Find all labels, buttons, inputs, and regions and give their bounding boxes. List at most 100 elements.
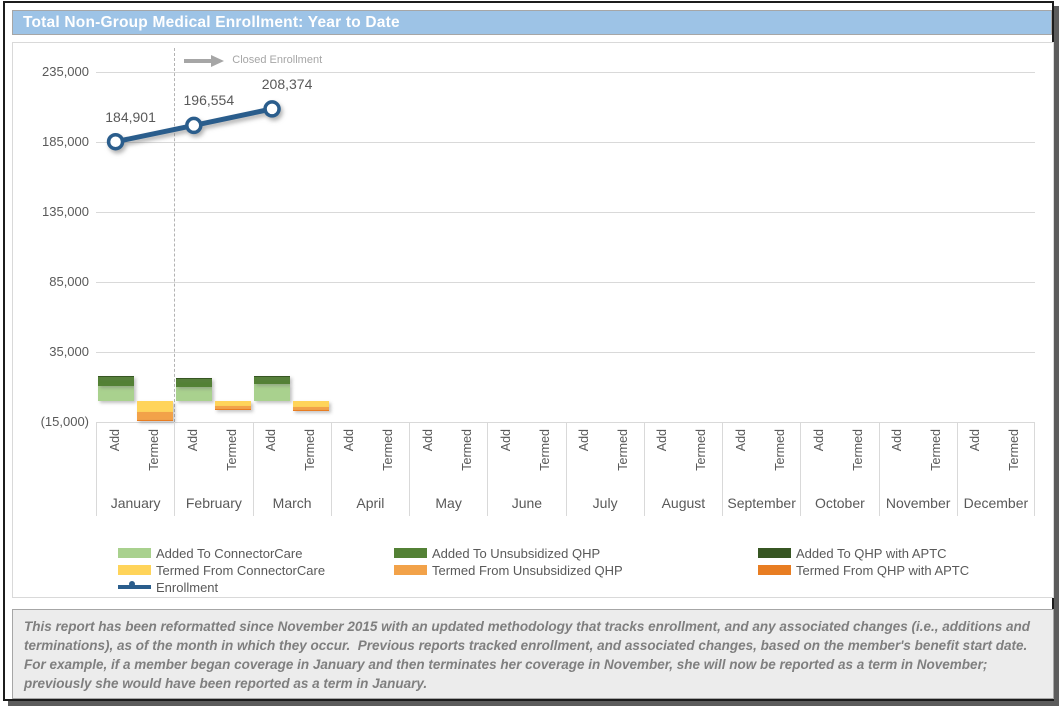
month-label: April [356,494,385,511]
month-label: August [661,494,706,511]
legend-swatch [758,565,791,575]
legend-marker-icon [129,581,135,587]
month-label: November [885,494,951,511]
gridline [96,71,1035,73]
termed-axis-label: Termed [1007,428,1022,471]
legend-label: Added To Unsubsidized QHP [432,545,601,561]
enrollment-marker [263,100,281,118]
legend-label: Added To ConnectorCare [156,545,303,561]
legend-swatch [118,565,151,575]
bar-segment [97,375,134,377]
legend-label: Enrollment [156,579,219,595]
add-axis-label: Add [107,428,122,451]
month-cell: Add Termed May [409,421,487,516]
month-label: October [814,494,865,511]
bar-segment [254,383,291,401]
enrollment-data-label: 196,554 [183,92,235,109]
month-cell: Add Termed November [878,421,957,516]
enrollment-line [96,48,1035,422]
termed-axis-label: Termed [616,428,631,471]
termed-axis-label: Termed [146,428,161,471]
y-tick-label: (15,000) [40,413,89,429]
enrollment-data-label: 208,374 [261,75,313,92]
add-axis-label: Add [811,428,826,451]
add-axis-label: Add [577,428,592,451]
legend-label: Added To QHP with APTC [796,545,947,561]
bar-segment [175,378,212,387]
termed-axis-label: Termed [537,428,552,471]
legend-entry: Termed From ConnectorCare [118,562,326,578]
month-cell: Add Termed February [174,421,252,516]
add-axis-label: Add [733,428,748,451]
legend-swatch [118,548,151,558]
bar-segment [136,400,173,412]
bar-segment [175,386,212,401]
bar-segment [97,376,134,387]
termed-axis-label: Termed [850,428,865,471]
legend-label: Termed From Unsubsidized QHP [432,562,623,578]
month-label: September [727,494,796,511]
month-cell: Add Termed March [252,421,331,516]
month-label: February [185,494,242,511]
add-axis-label: Add [655,428,670,451]
month-cell: Add Termed January [96,421,174,516]
legend-entry: Added To Unsubsidized QHP [394,545,601,561]
termed-axis-label: Termed [772,428,787,471]
month-label: May [435,494,462,511]
month-cell: Add Termed December [956,421,1035,516]
gridline [96,351,1035,353]
report-title: Total Non-Group Medical Enrollment: Year… [12,10,1052,35]
month-cell: Add Termed June [487,421,565,516]
bar-segment [214,406,251,410]
month-label: January [110,494,161,511]
termed-axis-label: Termed [459,428,474,471]
report-sheet: Total Non-Group Medical Enrollment: Year… [3,1,1054,701]
month-label: March [272,494,312,511]
closed-enrollment-line [174,48,176,422]
bar-segment [214,400,251,407]
add-axis-label: Add [498,428,513,451]
bar-segment [175,378,212,379]
gridline [96,281,1035,283]
y-tick-label: 185,000 [42,133,89,149]
add-axis-label: Add [342,428,357,451]
month-cell: Add Termed July [565,421,644,516]
bar-segment [293,400,330,408]
add-axis-label: Add [420,428,435,451]
y-tick-label: 85,000 [49,273,89,289]
month-cell: Add Termed September [722,421,800,516]
legend-label: Termed From ConnectorCare [156,562,326,578]
add-axis-label: Add [185,428,200,451]
legend-entry: Termed From Unsubsidized QHP [394,562,623,578]
closed-enrollment-arrow-icon [184,54,225,67]
bar-segment [254,375,291,378]
bar-segment [254,377,291,384]
month-label: June [511,494,543,511]
methodology-note: This report has been reformatted since N… [12,609,1054,699]
bar-segment [97,386,134,401]
bar-segment [293,407,330,411]
legend-entry: Termed From QHP with APTC [758,562,970,578]
y-tick-label: 135,000 [42,203,89,219]
month-cell: Add Termed April [330,421,409,516]
add-axis-label: Add [968,428,983,451]
enrollment-marker [106,132,125,151]
legend-entry: Added To QHP with APTC [758,545,947,561]
legend-swatch [394,548,427,558]
gridline [96,141,1035,143]
add-axis-label: Add [264,428,279,451]
legend-label: Termed From QHP with APTC [796,562,970,578]
month-label: July [592,494,618,511]
termed-axis-label: Termed [224,428,239,471]
month-label: December [963,494,1029,511]
add-axis-label: Add [890,428,905,451]
closed-enrollment-label: Closed Enrollment [232,54,323,66]
y-tick-label: 235,000 [42,63,89,79]
gridline [96,211,1035,213]
legend-line-swatch [118,581,151,589]
y-tick-label: 35,000 [49,343,89,359]
legend-entry: Enrollment [118,579,219,595]
bar-segment [136,411,173,421]
month-cell: Add Termed August [643,421,722,516]
